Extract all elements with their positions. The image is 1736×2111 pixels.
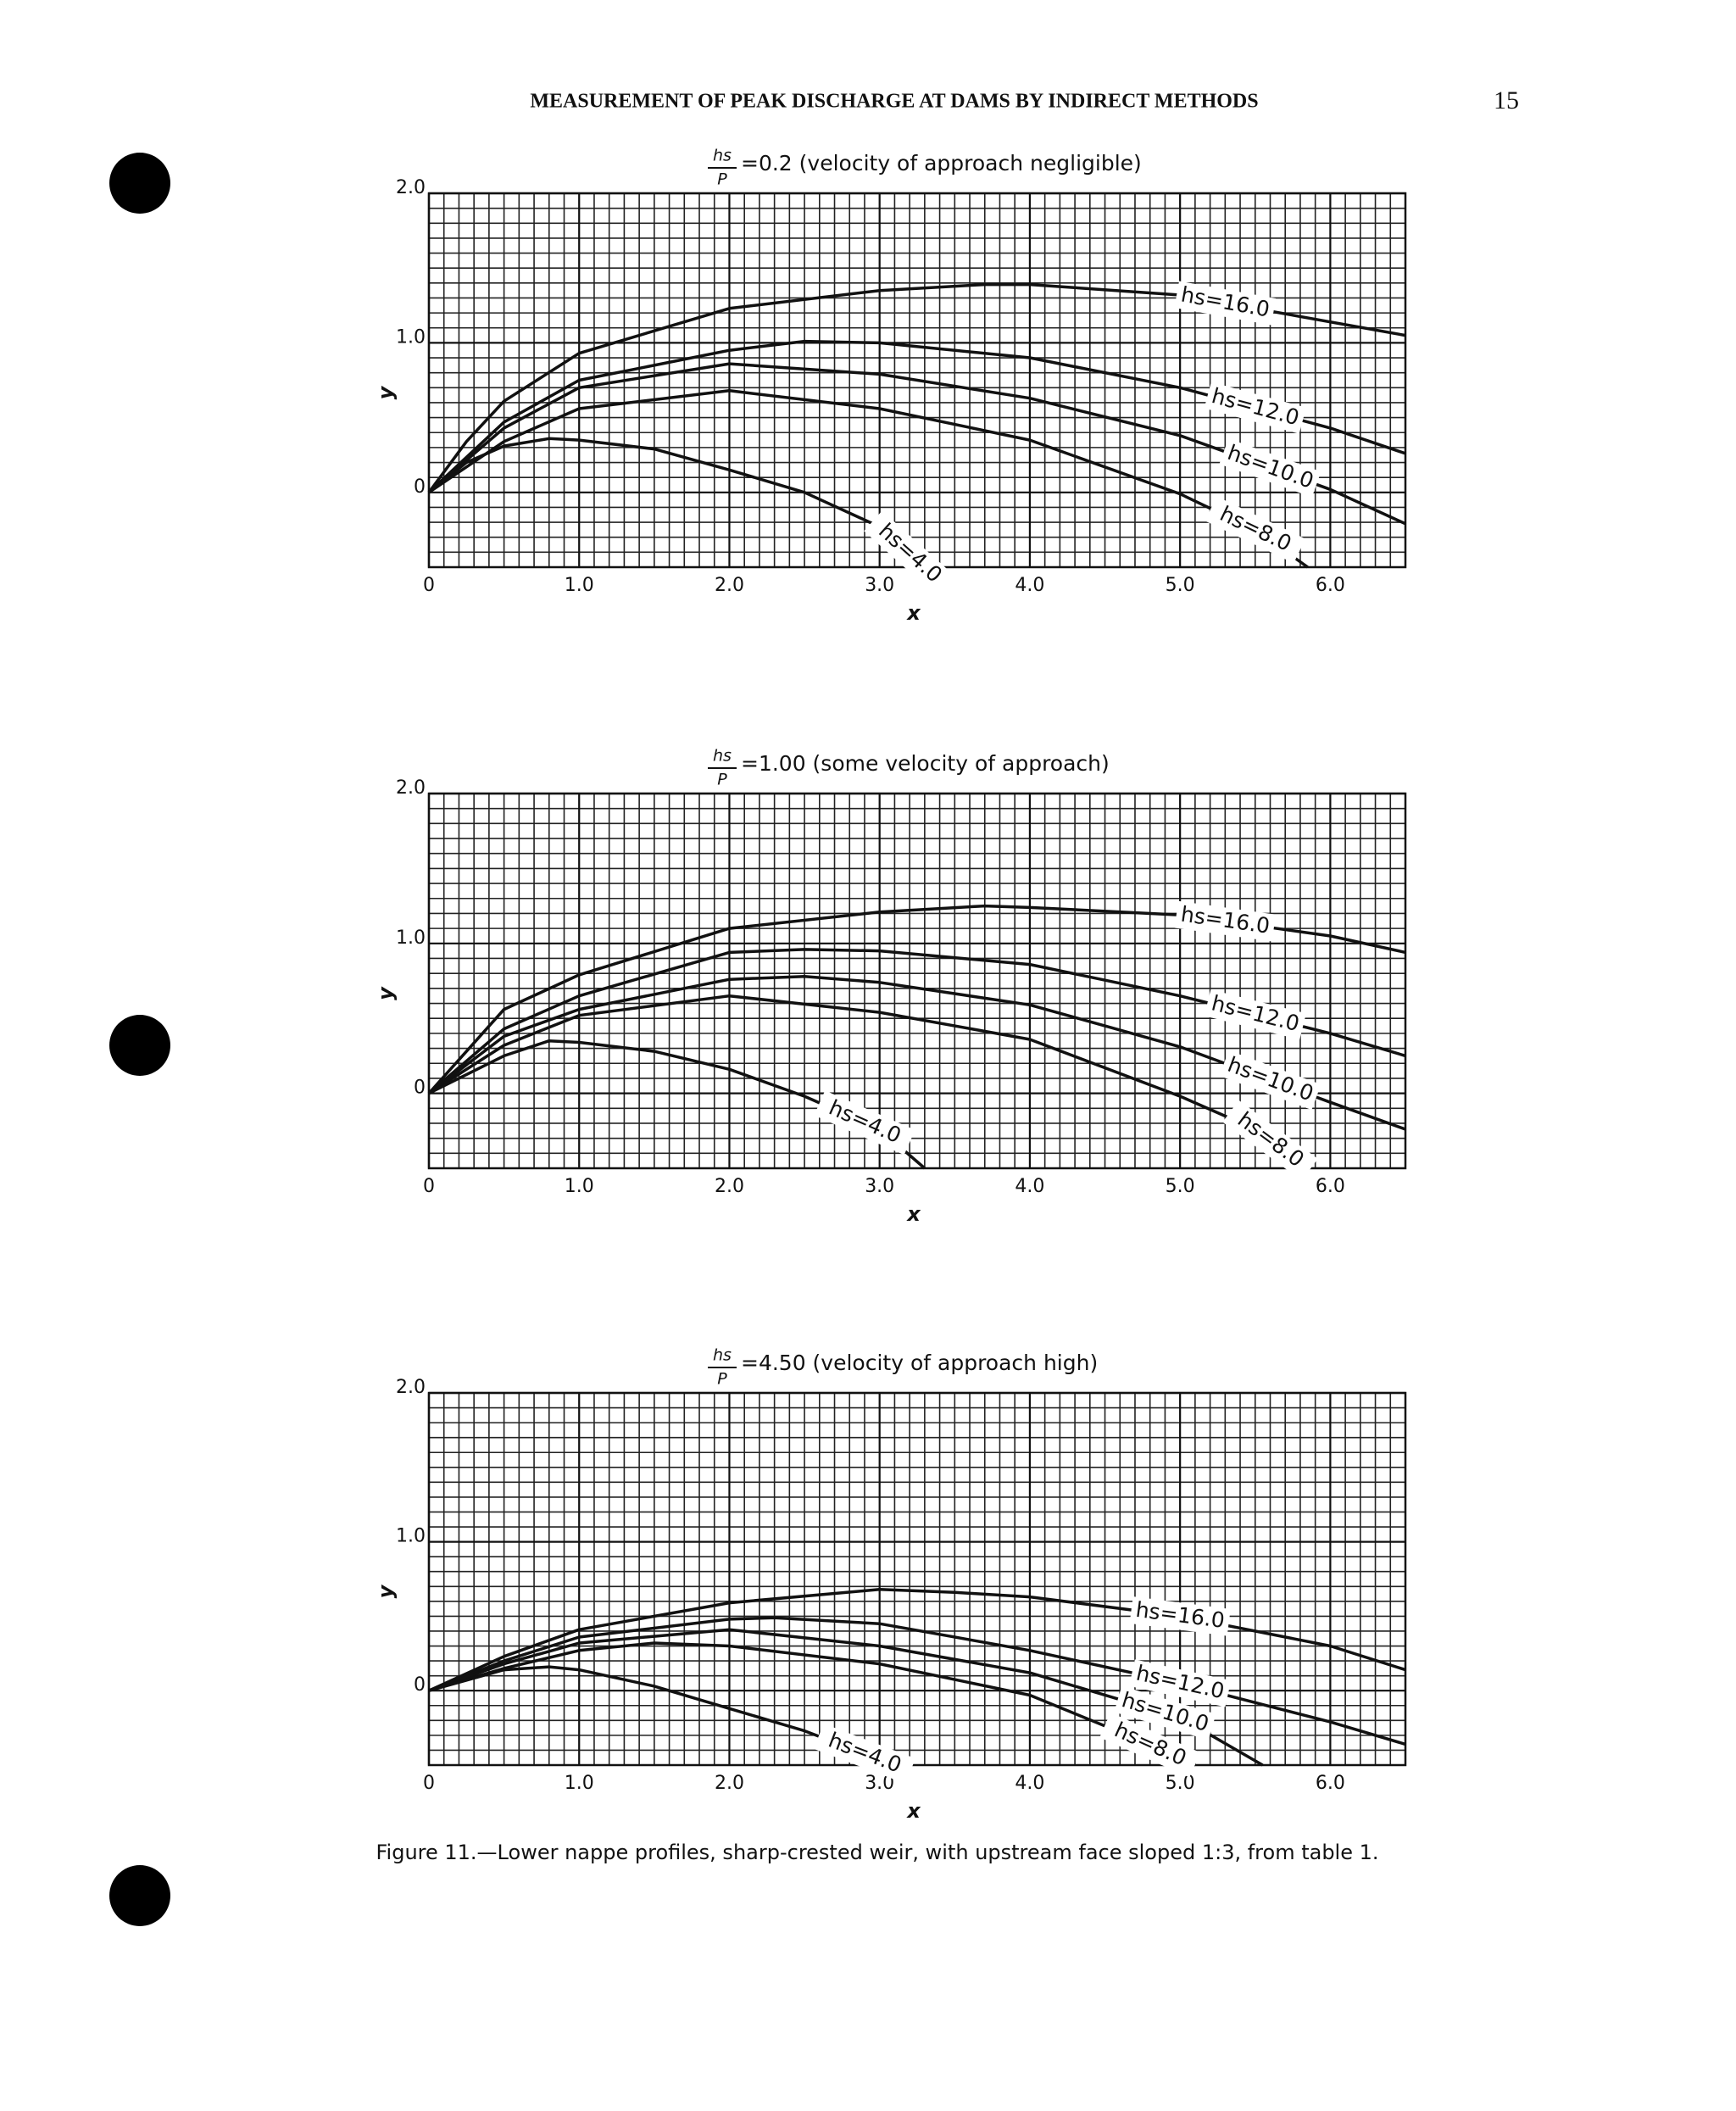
punch-hole	[109, 153, 170, 214]
profile-line	[428, 994, 1309, 1170]
x-tick-label: 0	[423, 1176, 435, 1197]
x-tick-label: 4.0	[1015, 1773, 1044, 1794]
label-background	[864, 510, 956, 597]
y-tick-label: 2.0	[396, 177, 426, 198]
label-background	[1205, 496, 1306, 564]
series-label: hs=8.0	[1233, 1107, 1309, 1172]
label-background	[1114, 1685, 1216, 1741]
label-background	[1222, 1100, 1318, 1181]
label-background	[814, 1090, 915, 1156]
page-number: 15	[1494, 86, 1519, 114]
x-tick-label: 1.0	[565, 575, 594, 596]
x-axis-label: x	[906, 1799, 921, 1823]
label-background	[1219, 438, 1321, 498]
profile-line	[428, 1641, 1196, 1767]
x-tick-label: 3.0	[865, 1176, 894, 1197]
profile-line	[427, 437, 926, 569]
punch-hole	[109, 1015, 170, 1076]
profile-line	[428, 1665, 896, 1767]
y-tick-label: 0	[414, 476, 426, 498]
title-denominator: P	[717, 1370, 727, 1389]
y-tick-label: 1.0	[396, 927, 426, 949]
label-background	[1174, 281, 1277, 326]
punch-hole	[109, 1865, 170, 1926]
curve-label: hs=16.0	[1129, 1596, 1231, 1636]
y-tick-label: 2.0	[396, 1377, 426, 1398]
figure-caption: Figure 11.—Lower nappe profiles, sharp-c…	[376, 1841, 1378, 1864]
y-axis-label: y	[374, 385, 398, 399]
y-tick-label: 0	[414, 1674, 426, 1696]
title-numerator: hs	[713, 747, 732, 766]
label-background	[1099, 1713, 1201, 1778]
title-denominator: P	[717, 771, 727, 789]
title-denominator: P	[717, 170, 727, 189]
label-background	[1219, 1050, 1321, 1111]
x-tick-label: 4.0	[1015, 1176, 1044, 1197]
y-tick-label: 0	[414, 1078, 426, 1099]
y-tick-label: 1.0	[396, 1526, 426, 1547]
x-tick-label: 6.0	[1316, 1773, 1345, 1794]
x-tick-label: 2.0	[715, 1773, 744, 1794]
chart-title: =1.00 (some velocity of approach)	[741, 751, 1110, 776]
x-tick-label: 5.0	[1166, 1176, 1195, 1197]
x-tick-label: 6.0	[1316, 575, 1345, 596]
x-tick-label: 5.0	[1166, 575, 1195, 596]
x-tick-label: 5.0	[1166, 1773, 1195, 1794]
label-background	[1204, 989, 1306, 1040]
label-background	[814, 1723, 915, 1785]
profile-line	[428, 1616, 1406, 1746]
x-tick-label: 0	[423, 1773, 435, 1794]
x-tick-label: 3.0	[865, 575, 894, 596]
plot-frame	[427, 792, 1407, 1170]
title-numerator: hs	[713, 147, 732, 165]
x-tick-label: 1.0	[565, 1176, 594, 1197]
chart: 0 1.0 2.0 3.0 4.0 5.0 6.0 0 1.0 2.0 x y hs P =1.00 (so…	[374, 747, 1407, 1226]
chart-title: =0.2 (velocity of approach negligible)	[741, 151, 1142, 175]
x-tick-label: 4.0	[1015, 575, 1044, 596]
x-axis-label: x	[906, 1202, 921, 1226]
page-header: MEASUREMENT OF PEAK DISCHARGE AT DAMS BY…	[530, 91, 1258, 113]
y-axis-label: y	[374, 986, 398, 1000]
plot-frame	[427, 1391, 1407, 1767]
label-background	[1129, 1596, 1231, 1636]
x-tick-label: 1.0	[565, 1773, 594, 1794]
profile-line	[427, 974, 1406, 1131]
chart-title: =4.50 (velocity of approach high)	[741, 1351, 1098, 1375]
label-background	[1174, 900, 1276, 942]
label-background	[1204, 382, 1306, 434]
x-tick-label: 2.0	[715, 575, 744, 596]
title-numerator: hs	[713, 1346, 732, 1365]
x-tick-label: 0	[423, 575, 435, 596]
x-tick-label: 6.0	[1316, 1176, 1345, 1197]
profile-line	[427, 282, 1406, 493]
y-axis-label: y	[374, 1584, 398, 1598]
x-axis-label: x	[906, 601, 921, 625]
profile-line	[428, 1588, 1406, 1692]
curve-label: hs=16.0	[1174, 900, 1276, 942]
y-tick-label: 1.0	[396, 326, 426, 348]
y-tick-label: 2.0	[396, 777, 426, 799]
label-background	[1129, 1659, 1232, 1707]
chart: 0 1.0 2.0 3.0 4.0 5.0 6.0 0 1.0 2.0 x y hs P =0.2 (vel…	[374, 147, 1407, 625]
x-tick-label: 2.0	[715, 1176, 744, 1197]
